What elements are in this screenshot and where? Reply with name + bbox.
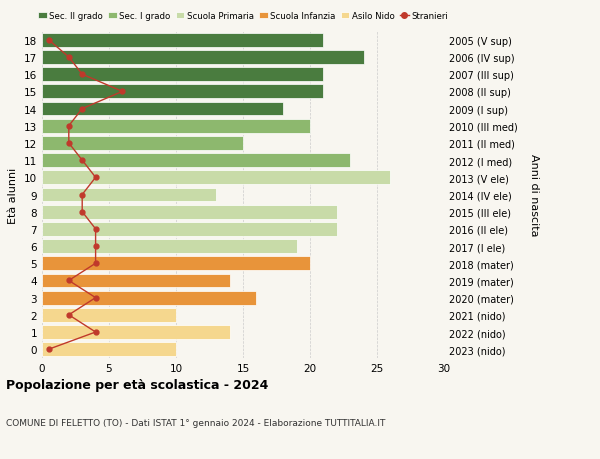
Bar (42, 342, 176, 356)
Text: COMUNE DI FELETTO (TO) - Dati ISTAT 1° gennaio 2024 - Elaborazione TUTTITALIA.IT: COMUNE DI FELETTO (TO) - Dati ISTAT 1° g… (6, 418, 385, 427)
Bar (42, 51, 364, 65)
Bar (42, 308, 176, 322)
Bar (42, 274, 230, 288)
Y-axis label: Età alunni: Età alunni (8, 167, 19, 223)
Bar (42, 68, 323, 82)
Bar (42, 205, 337, 219)
Bar (42, 85, 323, 99)
Text: Popolazione per età scolastica - 2024: Popolazione per età scolastica - 2024 (6, 379, 268, 392)
Bar (42, 137, 243, 151)
Bar (42, 325, 230, 339)
Bar (42, 257, 310, 270)
Bar (42, 291, 256, 305)
Bar (42, 171, 391, 185)
Bar (42, 240, 296, 253)
Legend: Sec. II grado, Sec. I grado, Scuola Primaria, Scuola Infanzia, Asilo Nido, Stran: Sec. II grado, Sec. I grado, Scuola Prim… (38, 12, 448, 21)
Bar (42, 154, 350, 168)
Bar (42, 188, 216, 202)
Bar (42, 102, 283, 116)
Bar (42, 223, 337, 236)
Y-axis label: Anni di nascita: Anni di nascita (529, 154, 539, 236)
Bar (42, 34, 323, 48)
Bar (42, 120, 310, 133)
